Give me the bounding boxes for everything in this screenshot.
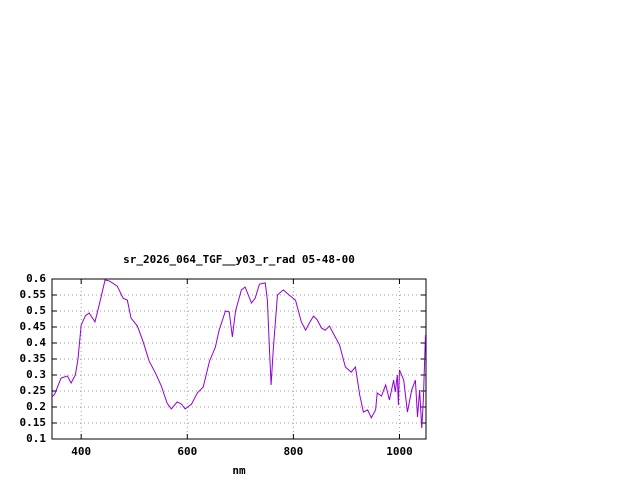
- x-tick-label: 600: [177, 445, 197, 458]
- plot-frame: [51, 278, 427, 440]
- y-tick-label: 0.1: [26, 432, 46, 445]
- x-tick-label: 1000: [386, 445, 413, 458]
- y-tick-label: 0.5: [26, 304, 46, 317]
- y-tick-label: 0.4: [26, 336, 46, 349]
- y-tick-label: 0.35: [20, 352, 47, 365]
- chart-title: sr_2026_064_TGF__y03_r_rad 05-48-00: [123, 253, 355, 266]
- y-tick-label: 0.25: [20, 384, 47, 397]
- data-line: [52, 279, 426, 429]
- y-tick-label: 0.6: [26, 272, 46, 285]
- y-tick-label: 0.3: [26, 368, 46, 381]
- x-tick-label: 400: [71, 445, 91, 458]
- y-tick-label: 0.55: [20, 288, 47, 301]
- y-tick-label: 0.2: [26, 400, 46, 413]
- x-tick-label: 800: [283, 445, 303, 458]
- y-tick-label: 0.45: [20, 320, 47, 333]
- y-tick-label: 0.15: [20, 416, 47, 429]
- x-axis-label: nm: [232, 464, 246, 477]
